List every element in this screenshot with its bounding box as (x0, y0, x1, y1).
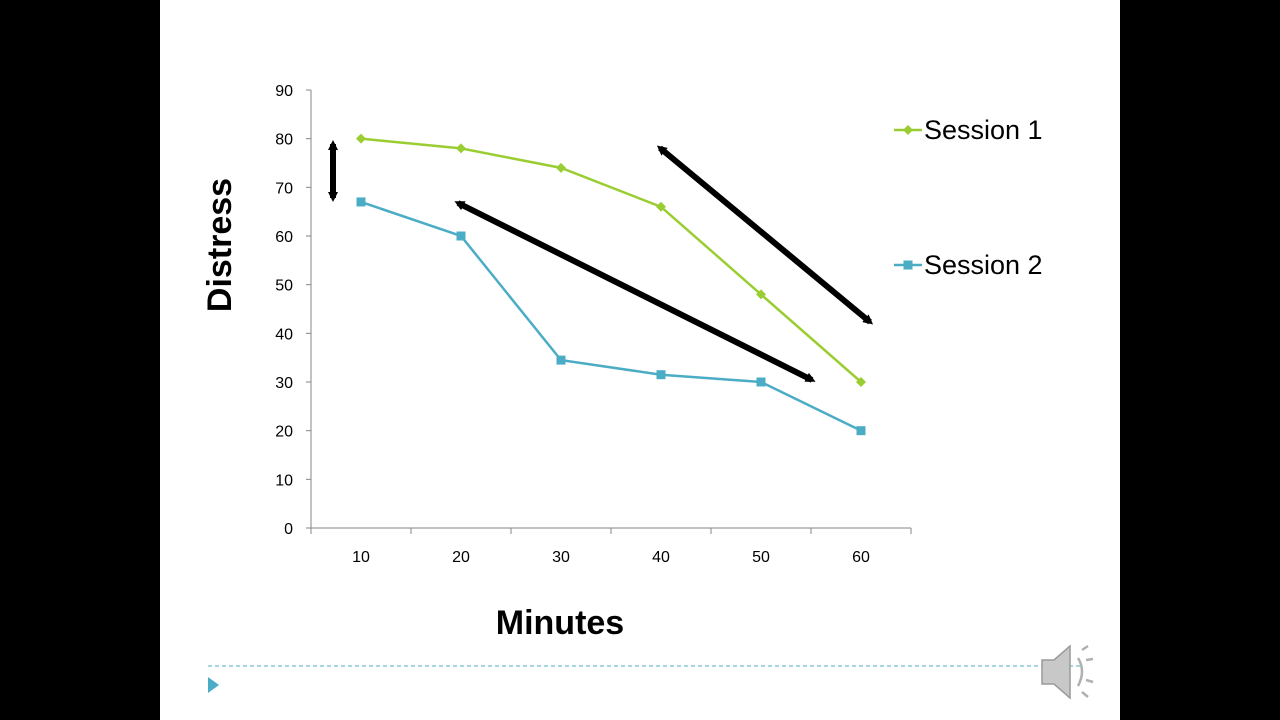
y-tick-label: 60 (275, 229, 293, 246)
x-tick-label: 40 (652, 549, 670, 566)
data-point-session-1 (556, 162, 566, 173)
y-tick-label: 80 (275, 132, 293, 149)
y-tick-label: 40 (275, 326, 293, 343)
data-point-session-2 (856, 426, 866, 436)
series-line-1 (360, 137, 862, 383)
slide: 0 10 20 30 40 50 60 70 80 90 10 20 30 40 50 60 Distres… (160, 0, 1120, 720)
y-axis-title: Distress (201, 178, 239, 312)
y-tick-label: 0 (284, 521, 293, 538)
x-tick-label: 10 (352, 549, 370, 566)
legend-label: Session 1 (924, 115, 1043, 145)
x-tick-label: 30 (552, 549, 570, 566)
y-tick-label: 50 (275, 278, 293, 295)
data-point-session-1 (456, 143, 466, 154)
x-tick-label: 20 (452, 549, 470, 566)
data-point-session-2 (456, 231, 466, 241)
x-tick-label: 50 (752, 549, 770, 566)
annotation-arrows (328, 140, 874, 383)
legend-item-2: Session 2 (894, 250, 1043, 280)
data-point-session-2 (556, 355, 566, 365)
data-point-session-1 (856, 377, 866, 387)
data-point-session-1 (356, 133, 366, 144)
speaker-icon[interactable] (1041, 644, 1094, 700)
legend-swatch-marker (903, 260, 913, 270)
double-arrow-session-2 (454, 200, 816, 383)
chart: 0 10 20 30 40 50 60 70 80 90 10 20 30 40 50 60 Distres… (201, 83, 1094, 700)
y-tick-label: 30 (275, 375, 293, 392)
y-tick-label: 10 (275, 472, 293, 489)
y-tick-label: 20 (275, 424, 293, 441)
legend-swatch-marker (903, 125, 913, 135)
legend-label: Session 2 (924, 250, 1043, 280)
y-tick-label: 90 (275, 83, 293, 100)
x-tick-label: 60 (852, 549, 870, 566)
legend-item-1: Session 1 (894, 115, 1043, 145)
data-point-session-2 (356, 197, 366, 207)
y-tick-label: 70 (275, 180, 293, 197)
triangle-right-icon (208, 677, 219, 693)
x-axis-title: Minutes (496, 604, 624, 642)
data-point-session-2 (656, 370, 666, 380)
data-point-session-2 (756, 377, 766, 387)
